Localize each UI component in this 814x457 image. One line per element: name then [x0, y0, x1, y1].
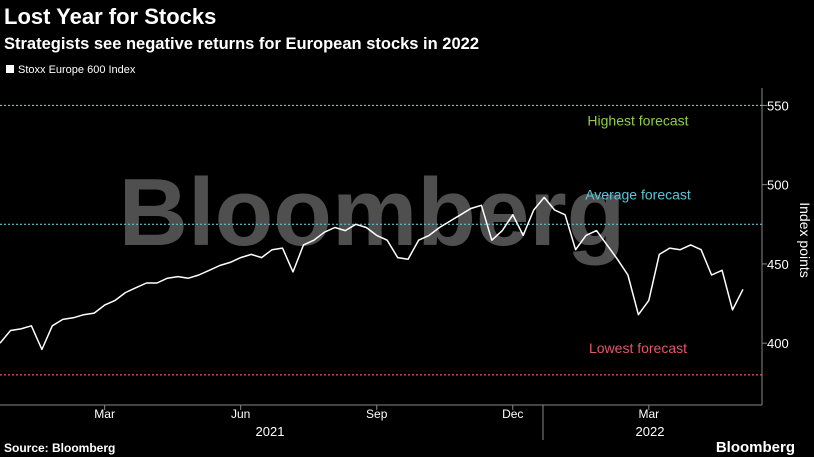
forecast-label: Lowest forecast [589, 340, 687, 356]
y-tick-label: 400 [767, 336, 789, 351]
y-tick-label: 550 [767, 98, 789, 113]
forecast-label: Highest forecast [587, 112, 688, 128]
y-axis-label: Index points [797, 202, 813, 278]
series-line [0, 196, 744, 351]
brand: Bloomberg [716, 439, 795, 456]
year-label: 2022 [636, 424, 665, 439]
y-tick-label: 500 [767, 178, 789, 193]
x-tick-label: Jun [231, 407, 250, 421]
x-tick-label: Sep [366, 407, 388, 421]
source: Source: Bloomberg [4, 441, 115, 455]
x-tick-label: Mar [638, 407, 659, 421]
watermark: Bloomberg [119, 159, 626, 266]
legend-label: Stoxx Europe 600 Index [18, 64, 136, 76]
x-tick-label: Mar [94, 407, 115, 421]
chart-title: Lost Year for Stocks [4, 4, 216, 29]
y-tick-label: 450 [767, 257, 789, 272]
chart-subtitle: Strategists see negative returns for Eur… [4, 35, 479, 53]
year-label: 2021 [256, 424, 285, 439]
x-tick-label: Dec [502, 407, 523, 421]
legend-swatch [6, 65, 14, 73]
forecast-label: Average forecast [585, 186, 691, 202]
